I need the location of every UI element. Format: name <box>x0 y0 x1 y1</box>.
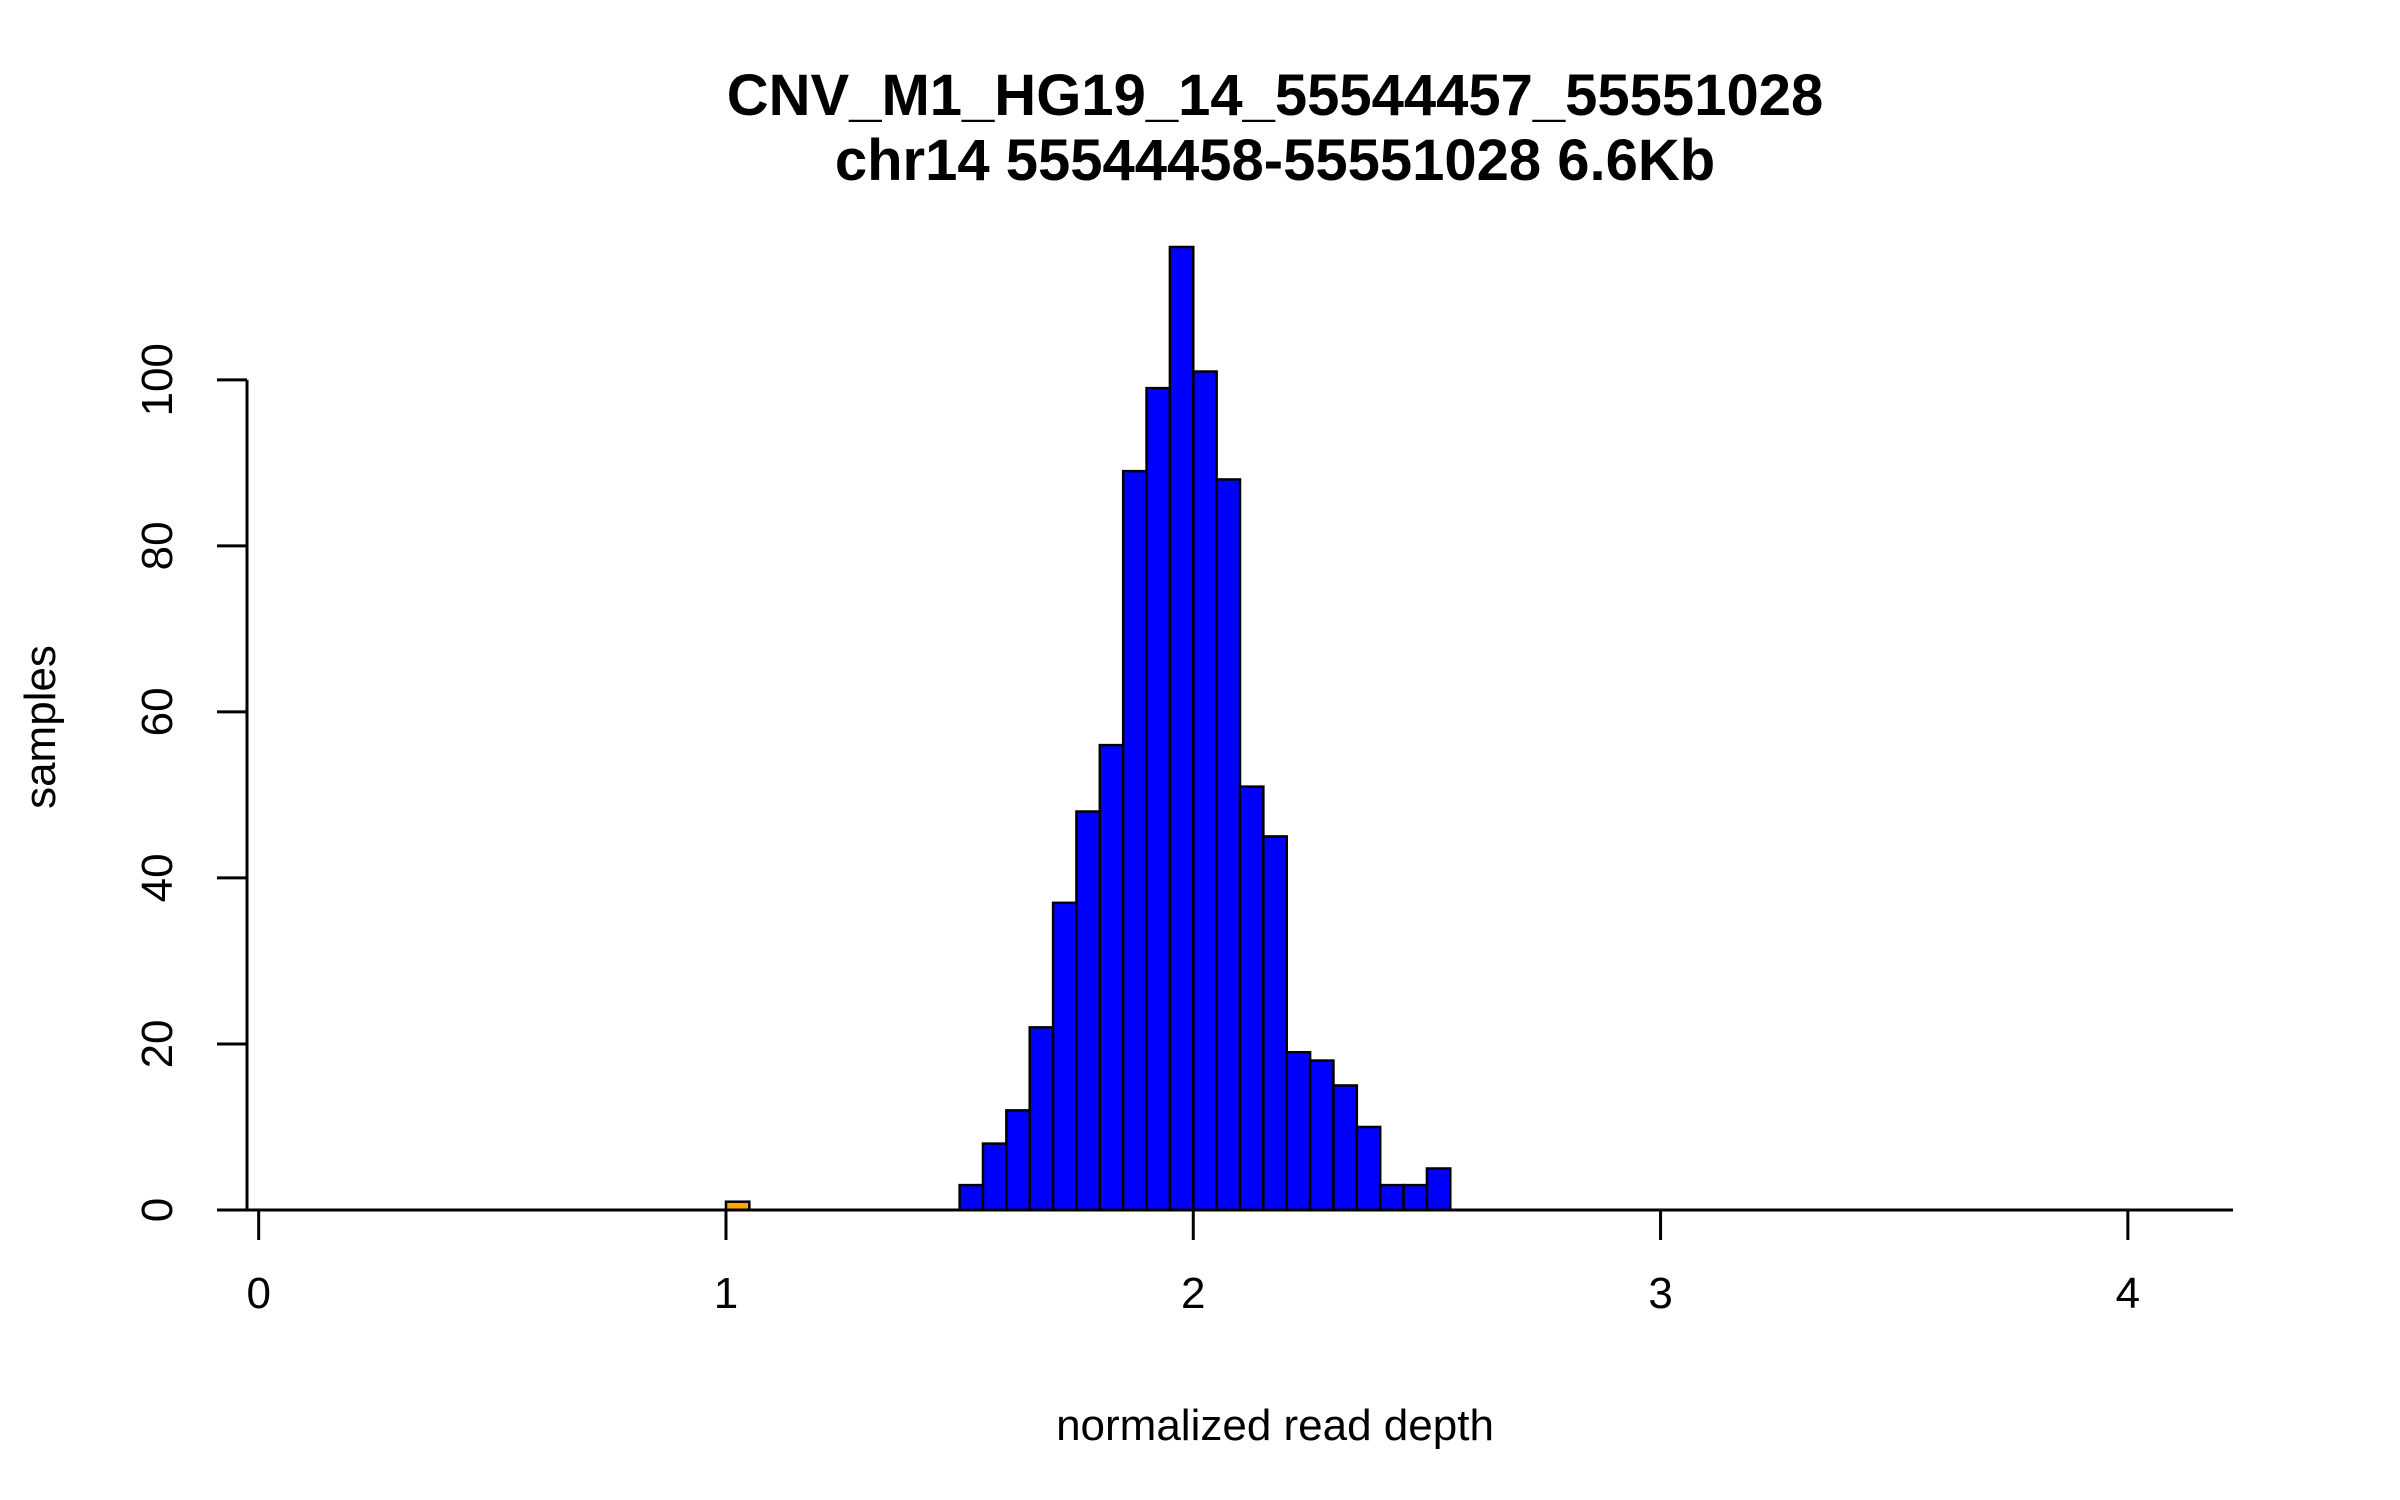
histogram-bar <box>1262 835 1288 1212</box>
y-tick-label: 80 <box>133 521 182 570</box>
histogram-bar <box>1051 901 1078 1212</box>
histogram-bar <box>958 1183 985 1212</box>
chart-title: CNV_M1_HG19_14_55544457_55551028 <box>727 63 1823 128</box>
histogram-bars <box>724 245 1452 1212</box>
y-tick-label: 100 <box>133 343 182 416</box>
histogram-bar <box>1402 1183 1429 1212</box>
x-tick-label: 1 <box>714 1269 738 1318</box>
histogram-bar <box>1425 1167 1452 1212</box>
x-tick-label: 3 <box>1648 1269 1672 1318</box>
histogram-bar <box>1098 743 1125 1212</box>
x-tick-label: 4 <box>2116 1269 2140 1318</box>
histogram-bar <box>1332 1084 1359 1212</box>
y-axis-label: samples <box>16 645 65 809</box>
x-axis-label: normalized read depth <box>1056 1401 1494 1450</box>
histogram-bar <box>1308 1059 1335 1212</box>
y-tick-label: 0 <box>133 1198 182 1222</box>
histogram-bar <box>1378 1183 1405 1212</box>
histogram-bar <box>981 1142 1008 1212</box>
histogram-bar <box>1028 1026 1055 1212</box>
y-tick-label: 60 <box>133 687 182 736</box>
histogram-bar <box>1215 478 1242 1212</box>
chart-subtitle: chr14 55544458-55551028 6.6Kb <box>835 128 1715 193</box>
histogram-bar <box>1121 469 1148 1212</box>
histogram-bar <box>1355 1125 1382 1212</box>
histogram-bar <box>1145 386 1172 1212</box>
histogram-bar <box>1005 1109 1031 1212</box>
x-tick-label: 0 <box>246 1269 270 1318</box>
x-axis: 0 1 2 3 4 <box>246 1208 2140 1318</box>
histogram-bar <box>1192 370 1218 1212</box>
histogram-bar <box>1285 1051 1312 1212</box>
histogram-bar <box>1168 245 1195 1212</box>
y-tick-label: 20 <box>133 1019 182 1068</box>
x-tick-label: 2 <box>1181 1269 1205 1318</box>
histogram-bar <box>1075 810 1102 1212</box>
y-axis: 0 20 40 60 80 100 <box>133 343 249 1222</box>
histogram-bar <box>1238 785 1265 1212</box>
y-tick-label: 40 <box>133 853 182 902</box>
